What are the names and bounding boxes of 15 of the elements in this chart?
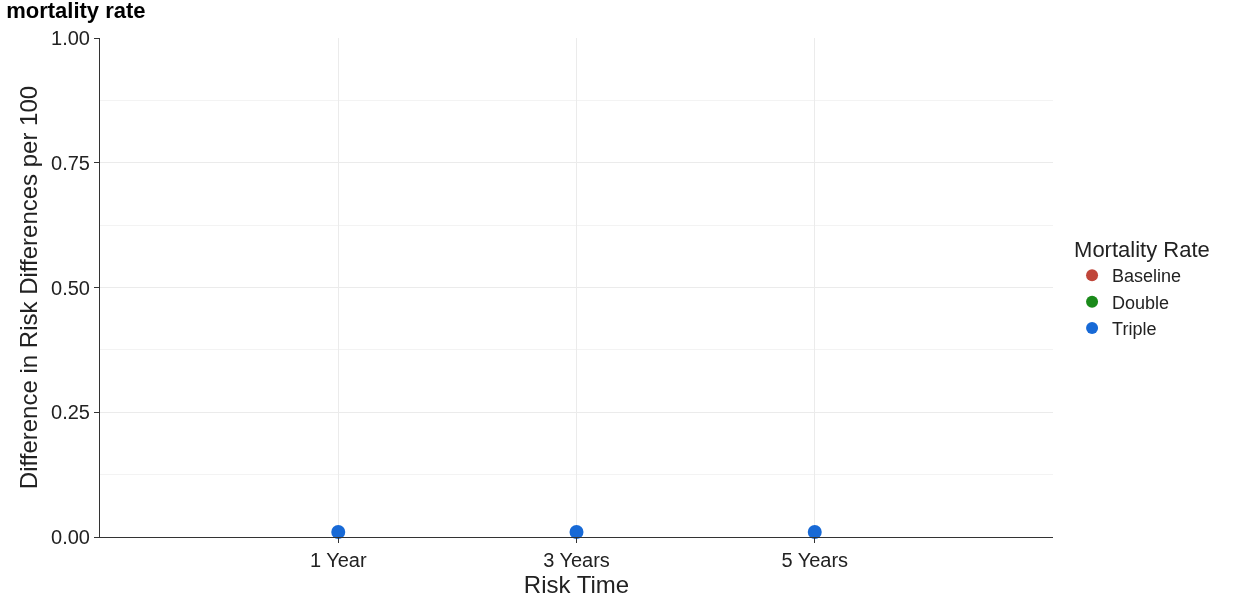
x-axis-title: Risk Time <box>523 571 630 598</box>
x-tick-label: 3 Years <box>543 549 610 571</box>
legend-title: Mortality Rate <box>1074 237 1210 263</box>
y-tick-label: 0.50 <box>51 276 90 299</box>
chart-title: mortality rate <box>6 0 146 24</box>
y-tick-label: 0.75 <box>51 151 90 174</box>
x-tick-label: 5 Years <box>781 549 849 571</box>
legend-label: Double <box>1112 292 1170 313</box>
legend-label: Triple <box>1112 319 1157 340</box>
y-tick-label: 0.00 <box>51 526 90 548</box>
y-tick-label: 0.25 <box>51 401 90 424</box>
y-tick-label: 1.00 <box>51 27 90 49</box>
x-tick-label: 1 Year <box>309 549 367 571</box>
legend-label: Baseline <box>1112 266 1182 287</box>
y-axis-title: Difference in Risk Differences per 100 <box>15 85 43 490</box>
